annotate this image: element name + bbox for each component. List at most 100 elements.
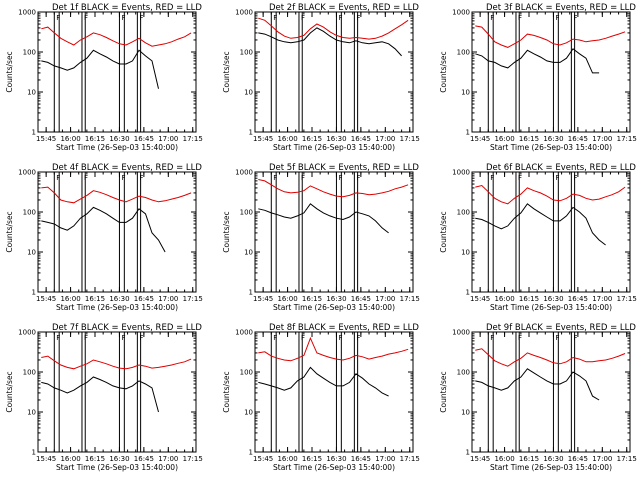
plot-frame: [37, 331, 197, 453]
flag-label: F: [338, 14, 342, 22]
x-tick-label: 17:15: [617, 295, 637, 303]
flag-label: F: [518, 14, 522, 22]
x-tick-label: 16:15: [85, 455, 105, 463]
x-tick-label: 17:00: [375, 455, 395, 463]
x-tick-label: 16:00: [494, 135, 514, 143]
x-tick-label: 16:30: [109, 135, 129, 143]
series-lld-line: [41, 186, 192, 204]
series-lld-line: [475, 184, 626, 205]
flag-label: F: [121, 334, 125, 342]
flag-label: F: [573, 174, 577, 182]
flag-label: F: [555, 334, 559, 342]
panel-5: Det 5f BLACK = Events, RED = LLD 1 10 100 10…: [222, 163, 420, 312]
y-tick-label: 1000: [452, 169, 470, 177]
y-tick-label: 100: [457, 369, 470, 377]
panel-9: Det 9f BLACK = Events, RED = LLD 1 10 100 10…: [439, 323, 637, 472]
y-axis-label: Counts/sec: [222, 211, 231, 252]
y-tick-label: 1: [32, 449, 36, 457]
x-tick-label: 16:30: [326, 295, 346, 303]
x-tick-label: 15:45: [253, 455, 273, 463]
panel-title: Det 6f BLACK = Events, RED = LLD: [486, 163, 636, 173]
y-tick-label: 10: [244, 409, 253, 417]
plot-frame: [471, 171, 631, 293]
flag-label: F: [356, 14, 360, 22]
series-lld-line: [258, 179, 409, 198]
y-tick-label: 1: [466, 129, 470, 137]
x-tick-label: 16:30: [543, 295, 563, 303]
y-tick-label: 10: [27, 89, 36, 97]
x-tick-label: 16:30: [109, 295, 129, 303]
x-tick-label: 15:45: [253, 295, 273, 303]
x-tick-label: 16:00: [494, 455, 514, 463]
x-axis-label: Start Time (26-Sep-03 15:40:00): [56, 463, 178, 472]
flag-label: F: [273, 334, 277, 342]
flag-label: F: [84, 334, 88, 342]
x-tick-label: 17:15: [400, 295, 420, 303]
y-tick-label: 1: [32, 289, 36, 297]
panel-4: Det 4f BLACK = Events, RED = LLD 1 10 100 10…: [5, 163, 203, 312]
y-axis-label: Counts/sec: [439, 371, 448, 412]
series-events-line: [258, 366, 389, 397]
x-tick-label: 16:00: [277, 295, 297, 303]
x-tick-label: 16:45: [568, 455, 588, 463]
y-tick-label: 1: [466, 289, 470, 297]
x-tick-label: 16:00: [60, 135, 80, 143]
flag-label: F: [301, 174, 305, 182]
y-tick-label: 1000: [452, 329, 470, 337]
flag-label: F: [518, 174, 522, 182]
panel-title: Det 2f BLACK = Events, RED = LLD: [269, 3, 419, 13]
y-axis-label: Counts/sec: [439, 211, 448, 252]
x-tick-label: 16:45: [351, 135, 371, 143]
x-tick-label: 16:45: [568, 135, 588, 143]
x-tick-label: 16:15: [302, 455, 322, 463]
plot-frame: [254, 11, 414, 133]
y-tick-label: 100: [240, 369, 253, 377]
panel-title: Det 4f BLACK = Events, RED = LLD: [52, 163, 202, 173]
flag-label: F: [338, 174, 342, 182]
flag-label: F: [84, 14, 88, 22]
x-axis-label: Start Time (26-Sep-03 15:40:00): [56, 143, 178, 152]
panel-title: Det 1f BLACK = Events, RED = LLD: [52, 3, 202, 13]
x-tick-label: 17:00: [158, 135, 178, 143]
x-tick-label: 15:45: [253, 135, 273, 143]
flag-label: F: [490, 174, 494, 182]
x-tick-label: 16:45: [351, 295, 371, 303]
x-tick-label: 16:45: [568, 295, 588, 303]
y-tick-label: 1000: [452, 9, 470, 17]
x-axis-label: Start Time (26-Sep-03 15:40:00): [273, 303, 395, 312]
flag-label: F: [139, 334, 143, 342]
x-tick-label: 16:15: [85, 135, 105, 143]
panel-3: Det 3f BLACK = Events, RED = LLD 1 10 100 10…: [439, 3, 637, 152]
x-axis-label: Start Time (26-Sep-03 15:40:00): [490, 303, 612, 312]
flag-label: F: [573, 334, 577, 342]
series-events-line: [258, 203, 389, 234]
flag-label: F: [56, 174, 60, 182]
series-lld-line: [475, 25, 626, 48]
y-tick-label: 100: [457, 209, 470, 217]
series-lld-line: [41, 26, 192, 47]
y-tick-label: 1000: [18, 169, 36, 177]
series-events-line: [258, 27, 402, 57]
x-tick-label: 16:30: [326, 455, 346, 463]
y-tick-label: 1: [249, 289, 253, 297]
x-tick-label: 16:15: [302, 295, 322, 303]
plot-frame: [37, 11, 197, 133]
flag-label: F: [56, 14, 60, 22]
y-tick-label: 100: [23, 49, 36, 57]
panel-title: Det 7f BLACK = Events, RED = LLD: [52, 323, 202, 333]
x-tick-label: 16:45: [134, 295, 154, 303]
y-axis-label: Counts/sec: [5, 371, 14, 412]
x-tick-label: 16:00: [494, 295, 514, 303]
x-tick-label: 17:15: [183, 135, 203, 143]
x-tick-label: 17:00: [375, 295, 395, 303]
flag-label: F: [490, 334, 494, 342]
series-events-line: [41, 376, 159, 413]
x-tick-label: 16:30: [543, 135, 563, 143]
series-events-line: [41, 49, 159, 89]
y-tick-label: 100: [457, 49, 470, 57]
x-tick-label: 16:00: [60, 295, 80, 303]
panel-title: Det 5f BLACK = Events, RED = LLD: [269, 163, 419, 173]
y-tick-label: 10: [27, 249, 36, 257]
panel-2: Det 2f BLACK = Events, RED = LLD 1 10 100 10…: [222, 3, 420, 152]
x-tick-label: 15:45: [470, 455, 490, 463]
